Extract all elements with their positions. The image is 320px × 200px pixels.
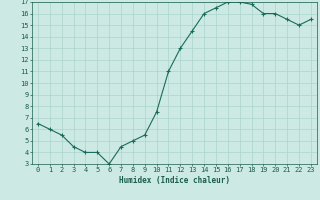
X-axis label: Humidex (Indice chaleur): Humidex (Indice chaleur)	[119, 176, 230, 185]
